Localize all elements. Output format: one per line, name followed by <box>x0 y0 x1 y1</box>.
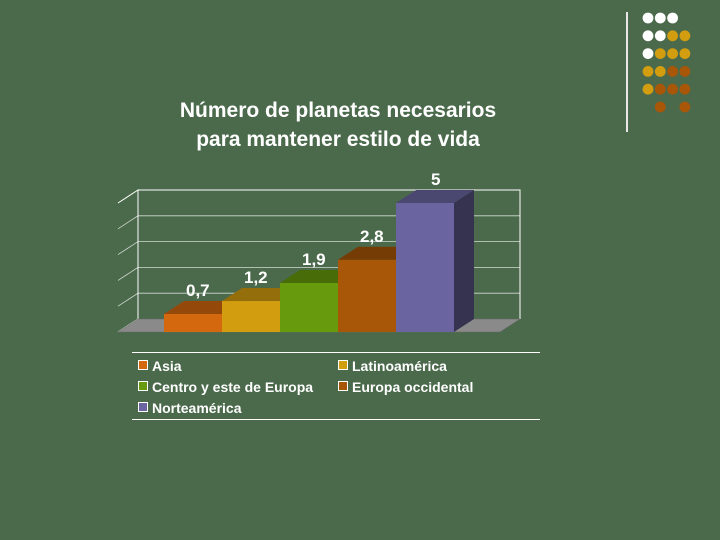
legend-item-latinoamerica: Latinoamérica <box>338 357 447 375</box>
data-label-5: 5 <box>431 170 440 189</box>
bar-front-2 <box>222 301 280 332</box>
decorative-dot <box>679 30 691 42</box>
decorative-dot <box>679 66 691 77</box>
bar-5 <box>396 190 474 332</box>
decorative-dot <box>642 66 654 77</box>
data-label-3: 1,9 <box>302 250 326 269</box>
legend-label-norteamerica: Norteamérica <box>152 400 242 416</box>
legend-swatch-norteamerica <box>138 402 148 412</box>
decorative-dot <box>654 12 666 24</box>
bar-front-5 <box>396 203 454 332</box>
decorative-dot <box>642 48 654 59</box>
decorative-divider-line <box>626 12 628 132</box>
legend-label-centro-este-europa: Centro y este de Europa <box>152 379 314 395</box>
data-label-4: 2,8 <box>360 227 384 246</box>
decorative-dot <box>667 30 678 42</box>
decorative-dot <box>667 66 678 77</box>
decorative-dot <box>679 48 691 59</box>
decorative-dot <box>667 12 678 24</box>
decorative-dot <box>654 30 666 42</box>
legend-label-asia: Asia <box>152 358 182 374</box>
chart-title-line-2: para mantener estilo de vida <box>196 128 480 151</box>
decorative-dot <box>679 101 691 113</box>
decorative-dot <box>654 101 666 113</box>
data-label-2: 1,2 <box>244 268 268 287</box>
bar-top-5 <box>396 190 474 203</box>
chart-legend: Asia Latinoamérica Centro y este de Euro… <box>132 352 540 420</box>
data-label-1: 0,7 <box>186 281 210 300</box>
decorative-dot <box>642 30 654 42</box>
decorative-dot <box>654 48 666 59</box>
bar-front-3 <box>280 282 338 332</box>
legend-item-europa-occidental: Europa occidental <box>338 378 473 396</box>
legend-item-asia: Asia <box>138 357 182 375</box>
legend-item-norteamerica: Norteamérica <box>138 399 242 417</box>
legend-item-centro-este-europa: Centro y este de Europa <box>138 378 313 396</box>
decorative-dot <box>667 48 678 59</box>
bar-front-4 <box>338 259 396 332</box>
chart-title-line-1: Número de planetas necesarios <box>179 99 497 122</box>
decorative-dot <box>642 12 654 24</box>
decorative-dot <box>654 83 666 95</box>
decorative-dot <box>642 83 654 95</box>
legend-swatch-centro-este-europa <box>138 381 148 391</box>
legend-swatch-europa-occidental <box>338 381 348 391</box>
legend-swatch-latinoamerica <box>338 360 348 370</box>
legend-label-europa-occidental: Europa occidental <box>352 379 474 395</box>
decorative-dot <box>654 66 666 77</box>
bar-front-1 <box>164 313 222 332</box>
chart-title: Número de planetas necesarios para mante… <box>120 96 556 154</box>
decorative-dot <box>667 83 678 95</box>
decorative-dot <box>679 83 691 95</box>
bar-side-5 <box>454 190 474 332</box>
legend-label-latinoamerica: Latinoamérica <box>352 358 447 374</box>
legend-swatch-asia <box>138 360 148 370</box>
